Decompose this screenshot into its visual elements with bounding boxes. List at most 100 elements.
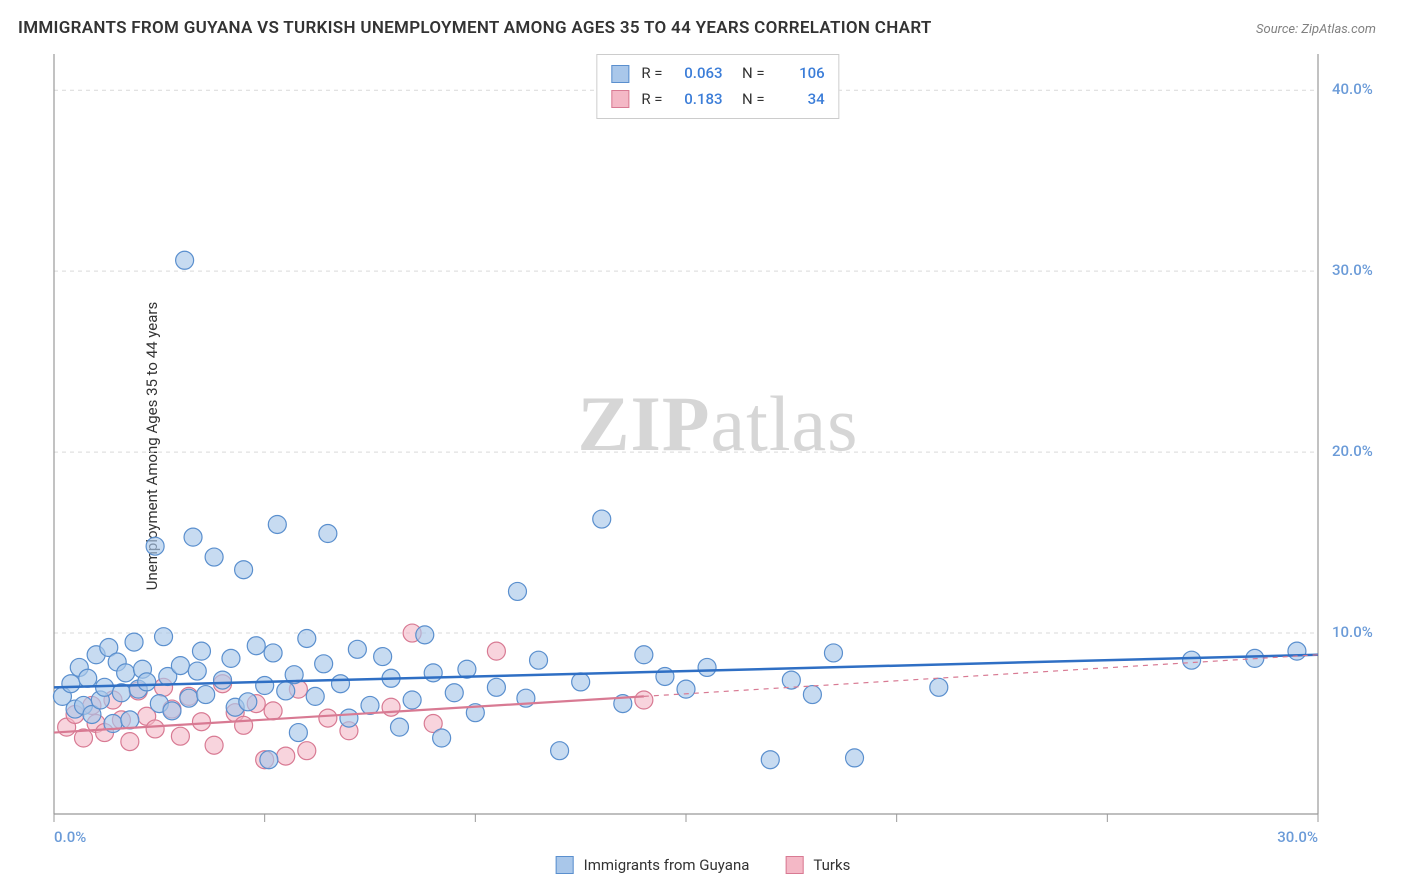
axis-tick-label: 0.0% — [54, 828, 86, 846]
point-guyana — [239, 693, 257, 711]
legend-n-value: 106 — [777, 61, 825, 87]
point-guyana — [416, 626, 434, 644]
point-turks — [487, 642, 505, 660]
point-guyana — [235, 561, 253, 579]
point-turks — [146, 720, 164, 738]
point-guyana — [155, 628, 173, 646]
point-guyana — [508, 582, 526, 600]
point-guyana — [197, 686, 215, 704]
legend-r-value: 0.183 — [675, 87, 723, 113]
point-guyana — [824, 644, 842, 662]
legend-swatch — [611, 90, 629, 108]
point-guyana — [184, 528, 202, 546]
point-guyana — [306, 687, 324, 705]
point-guyana — [803, 686, 821, 704]
legend-r-label: R = — [641, 87, 662, 113]
legend-swatch — [611, 65, 629, 83]
point-turks — [382, 698, 400, 716]
point-guyana — [222, 649, 240, 667]
source-attribution: Source: ZipAtlas.com — [1256, 22, 1376, 37]
point-guyana — [635, 646, 653, 664]
point-guyana — [656, 667, 674, 685]
point-guyana — [846, 749, 864, 767]
axis-tick-label: 30.0% — [1277, 828, 1318, 846]
series-legend: Immigrants from Guyana Turks — [556, 856, 851, 874]
legend-corr-row-guyana: R = 0.063 N = 106 — [611, 61, 824, 87]
point-turks — [298, 742, 316, 760]
point-guyana — [163, 702, 181, 720]
point-guyana — [319, 525, 337, 543]
point-guyana — [487, 678, 505, 696]
point-guyana — [551, 742, 569, 760]
point-guyana — [403, 691, 421, 709]
correlation-legend: R = 0.063 N = 106 R = 0.183 N = 34 — [596, 54, 839, 119]
point-turks — [635, 691, 653, 709]
point-turks — [205, 736, 223, 754]
point-guyana — [677, 680, 695, 698]
point-guyana — [205, 548, 223, 566]
point-guyana — [348, 640, 366, 658]
legend-n-value: 34 — [777, 87, 825, 113]
point-turks — [264, 702, 282, 720]
point-guyana — [117, 664, 135, 682]
point-turks — [121, 733, 139, 751]
point-guyana — [1288, 642, 1306, 660]
point-guyana — [121, 711, 139, 729]
point-turks — [171, 727, 189, 745]
axis-tick-label: 40.0% — [1332, 80, 1373, 98]
point-turks — [277, 747, 295, 765]
point-guyana — [340, 709, 358, 727]
point-guyana — [176, 251, 194, 269]
point-guyana — [761, 751, 779, 769]
point-guyana — [188, 662, 206, 680]
point-guyana — [277, 682, 295, 700]
point-guyana — [62, 675, 80, 693]
axis-tick-label: 20.0% — [1332, 442, 1373, 460]
point-guyana — [125, 633, 143, 651]
legend-swatch — [556, 856, 574, 874]
chart-title: IMMIGRANTS FROM GUYANA VS TURKISH UNEMPL… — [18, 18, 932, 38]
point-guyana — [289, 724, 307, 742]
point-turks — [192, 713, 210, 731]
point-guyana — [256, 677, 274, 695]
point-guyana — [332, 675, 350, 693]
point-guyana — [260, 751, 278, 769]
point-guyana — [192, 642, 210, 660]
legend-r-value: 0.063 — [675, 61, 723, 87]
legend-r-label: R = — [641, 61, 662, 87]
point-guyana — [593, 510, 611, 528]
point-guyana — [180, 689, 198, 707]
legend-n-label: N = — [735, 87, 765, 113]
point-guyana — [138, 673, 156, 691]
point-guyana — [424, 664, 442, 682]
legend-series-item: Turks — [785, 856, 850, 874]
scatter-chart — [48, 48, 1388, 832]
trendline-turks-extrapolated — [644, 655, 1318, 697]
point-guyana — [1183, 651, 1201, 669]
legend-swatch — [785, 856, 803, 874]
point-turks — [235, 716, 253, 734]
point-guyana — [214, 671, 232, 689]
point-guyana — [698, 658, 716, 676]
point-guyana — [530, 651, 548, 669]
legend-series-label: Turks — [813, 856, 850, 874]
point-guyana — [171, 657, 189, 675]
legend-n-label: N = — [735, 61, 765, 87]
point-guyana — [247, 637, 265, 655]
point-guyana — [433, 729, 451, 747]
point-guyana — [146, 537, 164, 555]
legend-corr-row-turks: R = 0.183 N = 34 — [611, 87, 824, 113]
point-guyana — [79, 669, 97, 687]
point-guyana — [572, 673, 590, 691]
chart-container: ZIPatlas R =0.063 N =106R =0.183 N =34 1… — [48, 48, 1388, 832]
point-turks — [319, 709, 337, 727]
axis-tick-label: 30.0% — [1332, 261, 1373, 279]
point-guyana — [930, 678, 948, 696]
point-guyana — [264, 644, 282, 662]
point-guyana — [374, 648, 392, 666]
point-guyana — [390, 718, 408, 736]
legend-series-item: Immigrants from Guyana — [556, 856, 750, 874]
axis-tick-label: 10.0% — [1332, 623, 1373, 641]
point-guyana — [315, 655, 333, 673]
legend-series-label: Immigrants from Guyana — [584, 856, 750, 874]
